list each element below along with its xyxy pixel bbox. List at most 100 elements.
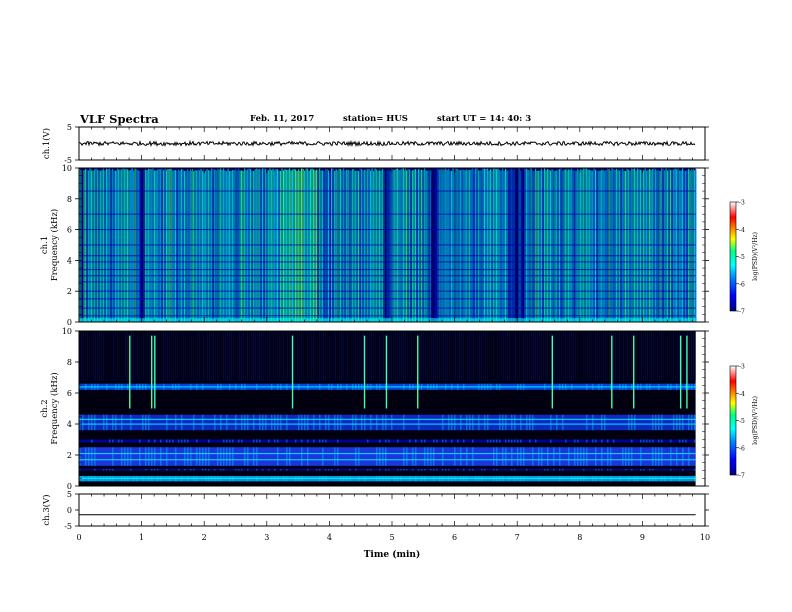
ch2-faint-column: [269, 331, 270, 381]
ch1-noise-column: [473, 169, 475, 322]
ch1-noise-column: [620, 169, 622, 322]
ch2-band-speckle: [415, 447, 417, 466]
ch1-frequency-axis-label: ch.1: [40, 236, 50, 254]
ch2-band-speckle: [226, 414, 228, 431]
ch1-noise-column: [548, 169, 550, 322]
x-tick-label: 8: [577, 533, 582, 542]
ch2-faint-column: [81, 331, 82, 381]
ch2-band-speckle: [682, 439, 684, 443]
ch2-band-speckle: [487, 439, 489, 443]
ch2-band-speckle: [511, 447, 513, 466]
ch1-noise-column: [290, 170, 292, 322]
ch2-band-speckle: [370, 468, 372, 471]
ch2-band-speckle: [478, 414, 480, 431]
ch2-band-speckle: [670, 468, 672, 471]
ch2-faint-column: [411, 331, 412, 381]
ch1-noise-column: [287, 169, 289, 322]
ch2-band-speckle: [358, 447, 360, 466]
ch2-band-speckle: [406, 447, 408, 466]
ch2-band-speckle: [631, 414, 633, 431]
ch1-waveform-line: [78, 139, 696, 148]
ch1-band-line: [79, 261, 696, 263]
ch2-band-speckle: [301, 439, 303, 443]
ch2-faint-column: [265, 331, 266, 381]
ch2-faint-column: [643, 331, 644, 381]
ch1-band-line: [79, 290, 696, 292]
ch2-faint-column: [589, 331, 590, 381]
ch2-band-speckle: [529, 439, 531, 443]
ch1-noise-column: [247, 169, 249, 322]
ch2-faint-column: [263, 331, 264, 381]
ch2-band-speckle: [268, 468, 270, 471]
y-tick-label: 5: [67, 123, 72, 132]
colorbar-tick-label: -7: [739, 309, 745, 316]
ch2-faint-column: [323, 331, 324, 381]
ch2-band-speckle: [520, 414, 522, 431]
ch1-noise-column: [92, 170, 94, 322]
ch1-noise-column: [188, 171, 190, 322]
ch2-band-speckle: [196, 439, 198, 443]
ch1-noise-column: [226, 171, 228, 322]
ch2-band-speckle: [109, 439, 111, 443]
ch2-band-speckle: [625, 447, 627, 466]
ch2-band-speckle: [238, 468, 240, 471]
ch2-faint-column: [599, 331, 600, 381]
ch2-band-speckle: [514, 414, 516, 431]
ch2-band-speckle: [433, 447, 435, 466]
ch2-faint-column: [501, 331, 502, 381]
ch1-noise-column: [115, 170, 117, 322]
ch2-faint-column: [131, 331, 132, 381]
ch1-noise-column: [124, 169, 126, 322]
ch2-faint-column: [381, 331, 382, 381]
ch1-noise-column: [506, 170, 508, 322]
ch1-noise-column: [167, 169, 169, 322]
ch1-noise-column: [199, 170, 201, 322]
ch1-noise-column: [605, 170, 607, 322]
ch2-faint-column: [635, 331, 636, 381]
ch2-band-speckle: [655, 447, 657, 466]
ch1-noise-column: [602, 170, 604, 322]
ch2-faint-column: [447, 331, 448, 381]
ch2-faint-column: [657, 331, 658, 381]
ch2-band-speckle: [580, 447, 582, 466]
ch2-band-speckle: [688, 447, 690, 466]
ch2-band-speckle: [112, 468, 114, 471]
ch1-band-line: [79, 307, 696, 309]
ch2-band-speckle: [364, 414, 366, 431]
ch2-faint-column: [437, 331, 438, 381]
ch2-band-speckle: [277, 447, 279, 466]
ch2-faint-column: [329, 331, 330, 381]
ch1-band-line: [79, 269, 696, 271]
ch2-band-speckle: [109, 468, 111, 471]
ch2-band-speckle: [160, 439, 162, 443]
ch2-band-speckle: [412, 468, 414, 471]
ch1-noise-column: [640, 169, 642, 322]
ch1-noise-column: [512, 169, 514, 322]
y-tick-label: 5: [67, 490, 72, 499]
ch2-band-speckle: [472, 439, 474, 443]
ch1-noise-column: [179, 170, 181, 322]
ch2-faint-column: [171, 331, 172, 381]
ch1-noise-column: [601, 169, 603, 322]
ch2-band-speckle: [604, 414, 606, 431]
ch2-band: [79, 414, 696, 431]
ch2-faint-column: [419, 331, 420, 381]
x-tick-label: 6: [452, 533, 457, 542]
ch2-band-speckle: [130, 468, 132, 471]
ch1-noise-column: [347, 169, 349, 322]
ch2-band-speckle: [175, 447, 177, 466]
ch1-noise-column: [520, 170, 522, 322]
ch2-band-speckle: [493, 468, 495, 471]
ch1-noise-column: [172, 170, 174, 322]
ch2-band-speckle: [547, 447, 549, 466]
ch2-faint-column: [169, 331, 170, 381]
ch2-faint-column: [675, 331, 676, 381]
ch1-noise-column: [242, 171, 244, 322]
ch2-band-speckle: [451, 414, 453, 431]
ch1-noise-column: [160, 169, 162, 322]
ch2-band-speckle: [208, 447, 210, 466]
ch2-faint-column: [427, 331, 428, 381]
ch2-faint-column: [215, 331, 216, 381]
ch1-noise-column: [412, 170, 414, 322]
colorbar-tick-label: -7: [739, 473, 745, 480]
